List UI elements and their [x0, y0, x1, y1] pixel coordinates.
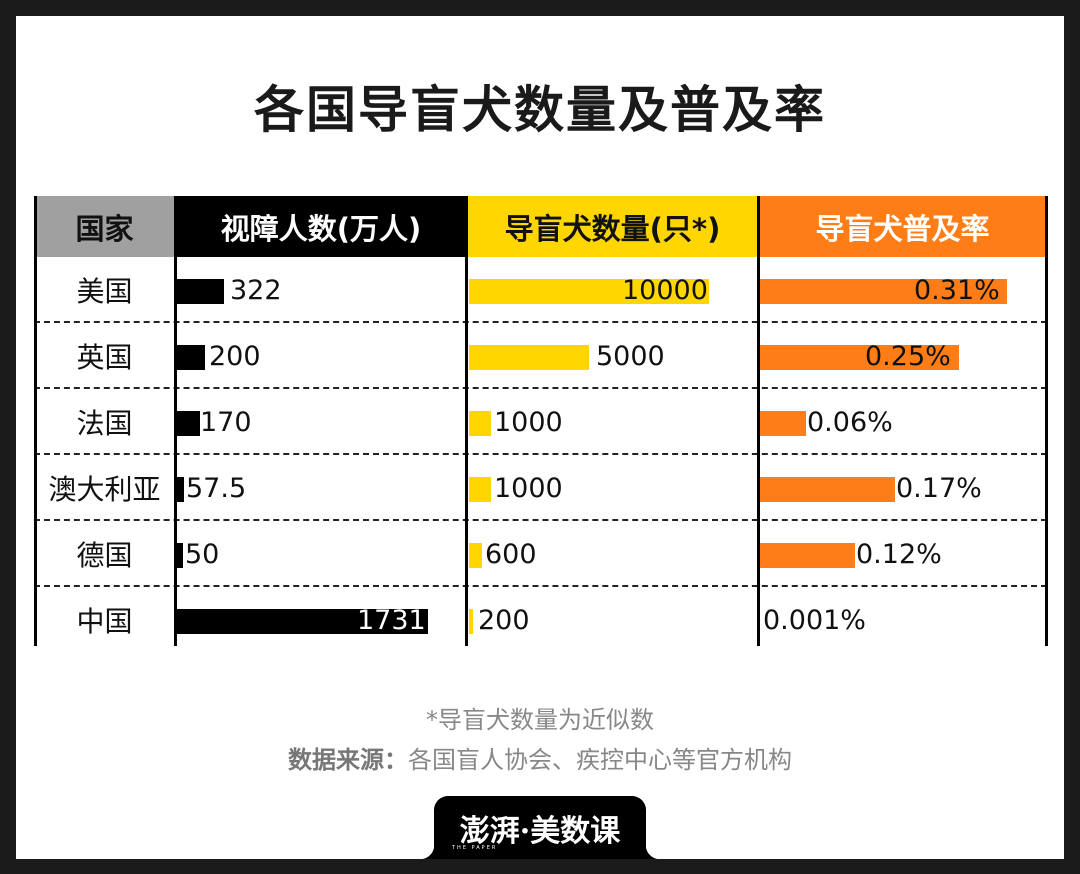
row-divider [34, 387, 1047, 389]
table-row: 法国 170 1000 0.06% [34, 389, 1047, 455]
country-name: 法国 [76, 407, 133, 440]
country-name: 中国 [76, 605, 133, 638]
row-divider [34, 519, 1047, 521]
penetration-bar [760, 477, 895, 502]
footnote: *导盲犬数量为近似数 [426, 706, 654, 734]
penetration-bar [760, 279, 1007, 304]
guide-dogs-value: 600 [485, 538, 537, 570]
table-row: 澳大利亚 57.5 1000 0.17% [34, 455, 1047, 521]
header-visually-impaired-label: 视障人数(万人) [220, 211, 422, 246]
penetration-value: 0.31% [914, 274, 1000, 306]
visually-impaired-value: 1731 [357, 604, 426, 636]
guide-dogs-value: 1000 [494, 472, 563, 504]
visually-impaired-value: 200 [209, 340, 261, 372]
row-divider [34, 321, 1047, 323]
visually-impaired-value: 50 [185, 538, 220, 570]
guide-dogs-bar [469, 543, 482, 568]
brand-logo: 澎湃·美数课 THE PAPER [420, 796, 660, 859]
table-row: 英国 200 5000 0.25% [34, 323, 1047, 389]
header-penetration-label: 导盲犬普及率 [815, 211, 990, 246]
visually-impaired-bar [176, 279, 224, 304]
guide-dogs-bar [469, 609, 473, 634]
visually-impaired-bar [176, 345, 205, 370]
table-right-border [1045, 196, 1048, 646]
penetration-bar [760, 345, 959, 370]
penetration-bar [760, 543, 855, 568]
header-country-label: 国家 [75, 211, 134, 246]
header-penetration: 导盲犬普及率 [758, 196, 1047, 257]
guide-dogs-bar [469, 411, 491, 436]
header-guide-dogs-label: 导盲犬数量(只*) [504, 211, 721, 246]
visually-impaired-value: 170 [200, 406, 252, 438]
header-visually-impaired: 视障人数(万人) [175, 196, 467, 257]
visually-impaired-bar [176, 609, 428, 634]
guide-dogs-bar [469, 279, 709, 304]
guide-dogs-value: 10000 [622, 274, 708, 306]
column-divider [465, 196, 468, 646]
data-table: 国家 视障人数(万人) 导盲犬数量(只*) 导盲犬普及率 美国 322 1000… [34, 196, 1048, 646]
row-divider [34, 453, 1047, 455]
penetration-value: 0.17% [896, 472, 982, 504]
guide-dogs-value: 200 [478, 604, 530, 636]
source-text: 各国盲人协会、疾控中心等官方机构 [408, 746, 792, 774]
guide-dogs-value: 5000 [596, 340, 665, 372]
source-label: 数据来源： [288, 746, 408, 774]
penetration-value: 0.06% [807, 406, 893, 438]
country-name: 澳大利亚 [48, 473, 161, 506]
country-name: 英国 [76, 341, 133, 374]
country-name: 美国 [76, 275, 133, 308]
guide-dogs-bar [469, 345, 589, 370]
table-row: 德国 50 600 0.12% [34, 521, 1047, 587]
header-guide-dogs: 导盲犬数量(只*) [467, 196, 758, 257]
country-name: 德国 [76, 539, 133, 572]
column-divider [757, 196, 760, 646]
visually-impaired-bar [176, 543, 183, 568]
brand-logo-subtext: THE PAPER [452, 845, 498, 851]
brand-logo-text: 澎湃·美数课 [459, 813, 621, 849]
guide-dogs-value: 1000 [494, 406, 563, 438]
table-left-border [34, 196, 37, 646]
row-divider [34, 585, 1047, 587]
penetration-value: 0.12% [856, 538, 942, 570]
visually-impaired-bar [176, 477, 184, 502]
source-line: 数据来源：各国盲人协会、疾控中心等官方机构 [0, 740, 1080, 775]
visually-impaired-bar [176, 411, 200, 436]
table-row: 中国 1731 200 0.001% [34, 587, 1047, 653]
infographic-card [16, 16, 1064, 859]
header-country: 国家 [34, 196, 175, 257]
column-divider [174, 196, 177, 646]
penetration-bar [760, 411, 806, 436]
table-row: 美国 322 10000 0.31% [34, 257, 1047, 323]
guide-dogs-bar [469, 477, 491, 502]
chart-title: 各国导盲犬数量及普及率 [254, 81, 826, 139]
visually-impaired-value: 57.5 [186, 472, 247, 504]
penetration-value: 0.25% [865, 340, 951, 372]
penetration-value: 0.001% [763, 604, 866, 636]
visually-impaired-value: 322 [230, 274, 282, 306]
